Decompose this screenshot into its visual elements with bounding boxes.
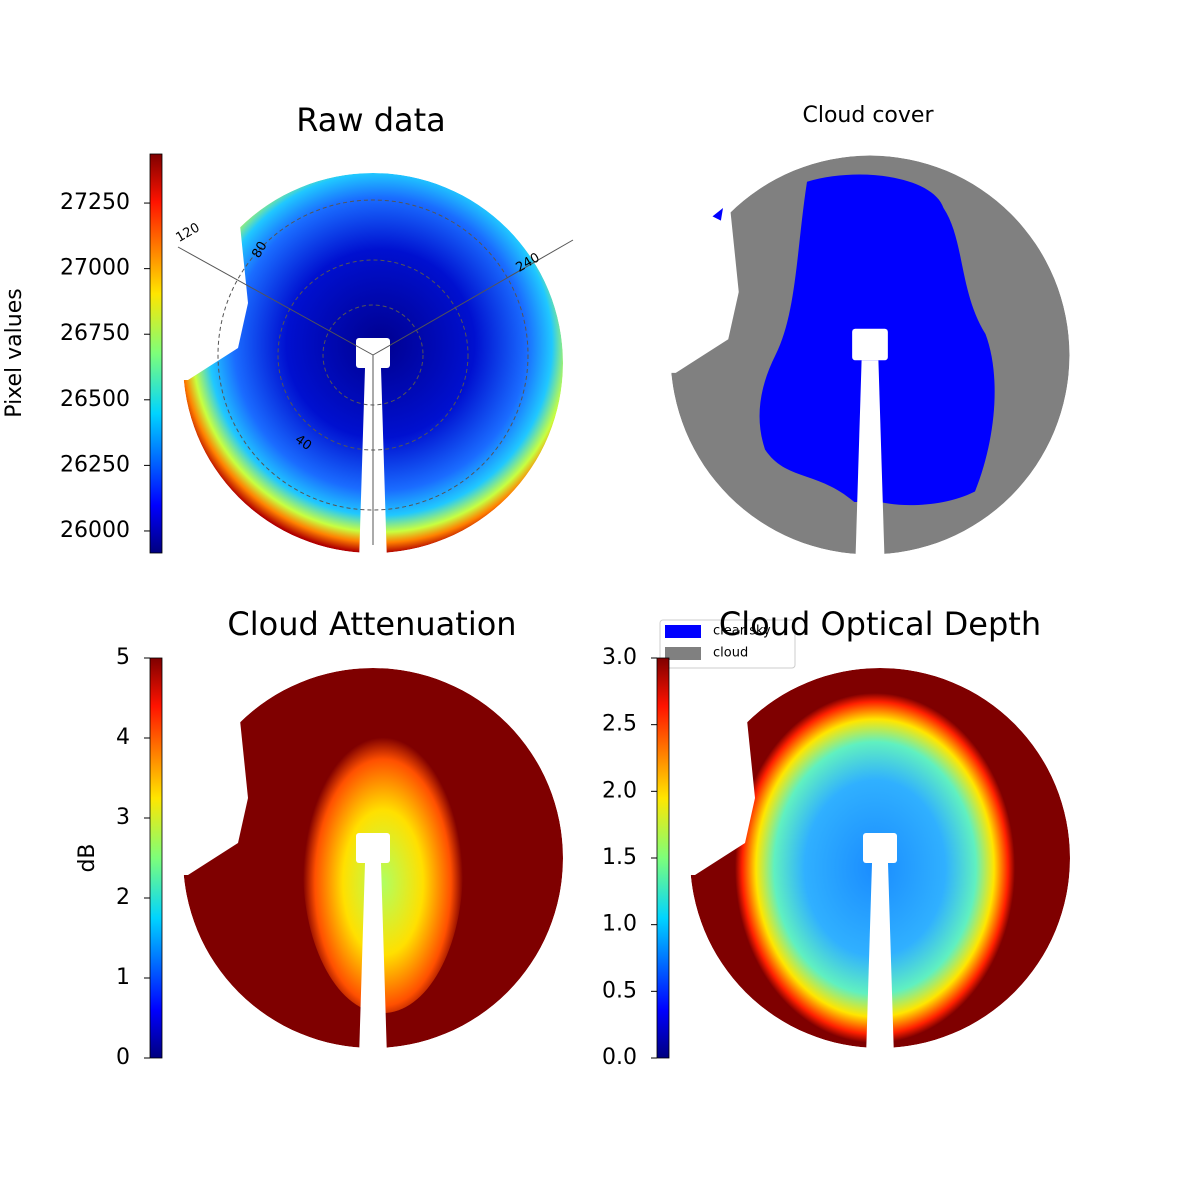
- colorbar-tick-label: 4: [116, 725, 130, 750]
- colorbar-tick-label: 27250: [60, 190, 130, 215]
- colorbar-label: Pixel values: [2, 288, 27, 417]
- colorbar-tick-label: 26500: [60, 387, 130, 412]
- clear-sky-patch: [712, 208, 723, 221]
- colorbar: [149, 153, 163, 554]
- colorbar-tick-label: 2.5: [602, 712, 637, 737]
- panel-title: Cloud Optical Depth: [719, 605, 1041, 643]
- colorbar-tick-label: 1.0: [602, 912, 637, 937]
- colorbar-tick-label: 26250: [60, 452, 130, 477]
- image-body: [670, 155, 1070, 555]
- polar-overlay: [177, 199, 574, 545]
- colorbar-label: dB: [75, 843, 100, 872]
- colorbar-tick-label: 5: [116, 645, 130, 670]
- colorbar-tick-label: 26750: [60, 321, 130, 346]
- colorbar-tick-label: 27000: [60, 256, 130, 281]
- sky-image: [670, 155, 1070, 555]
- colorbar-tick-label: 0.0: [602, 1045, 637, 1070]
- sky-image: [183, 668, 563, 1048]
- sky-image: [690, 668, 1070, 1048]
- colorbar: [149, 657, 163, 1059]
- panel-title: Cloud Attenuation: [227, 605, 516, 643]
- panel-title: Cloud cover: [803, 103, 935, 128]
- colorbar-tick-label: 0.5: [602, 978, 637, 1003]
- polar-ray: [177, 246, 374, 356]
- legend-swatch: [665, 647, 701, 660]
- image-body: [183, 668, 563, 1048]
- panel-title: Raw data: [296, 101, 446, 139]
- depth-blob: [735, 693, 1015, 1043]
- colorbar-tick-label: 3: [116, 805, 130, 830]
- polar-ray: [372, 239, 574, 356]
- legend-label: cloud: [713, 646, 748, 661]
- colorbar-tick-label: 2: [116, 885, 130, 910]
- colorbar-tick-label: 0: [116, 1045, 130, 1070]
- colorbar: [656, 657, 670, 1059]
- polar-circle: [217, 199, 529, 511]
- image-body: [690, 668, 1070, 1048]
- colorbar-tick-label: 1.5: [602, 845, 637, 870]
- colorbar-tick-label: 2.0: [602, 778, 637, 803]
- attenuation-blob: [303, 723, 463, 1013]
- colorbar-tick-label: 3.0: [602, 645, 637, 670]
- legend-swatch: [665, 625, 701, 638]
- colorbar-tick-label: 1: [116, 965, 130, 990]
- polar-label: 80: [249, 239, 270, 261]
- colorbar-tick-label: 26000: [60, 518, 130, 543]
- polar-label: 120: [173, 220, 202, 245]
- legend-label: clear sky: [713, 624, 771, 639]
- clear-sky-region: [759, 174, 995, 506]
